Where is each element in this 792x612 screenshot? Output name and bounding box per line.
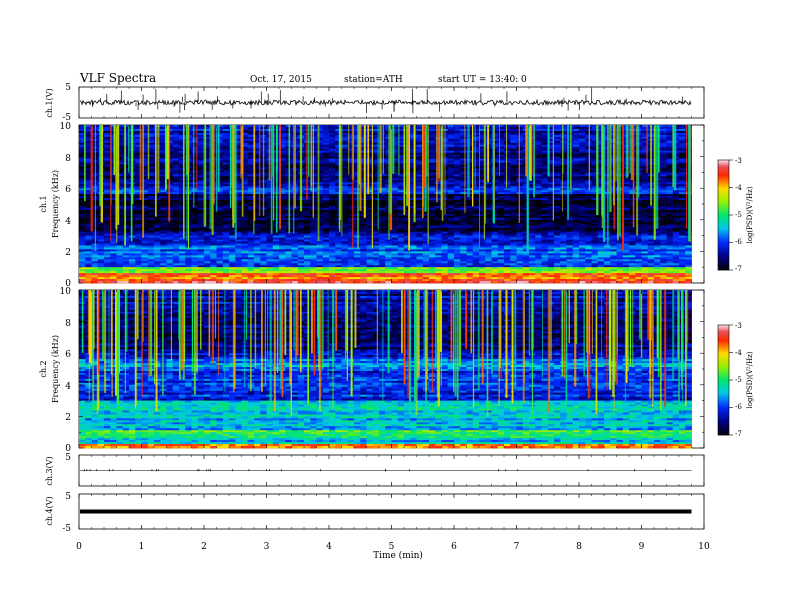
station-label: station=ATH (344, 75, 403, 85)
date-label: Oct. 17, 2015 (250, 75, 312, 85)
figure-title: VLF Spectra (79, 71, 156, 85)
ch1-tick-top: 5 (65, 83, 71, 93)
ch1-spectrogram-image (79, 125, 692, 284)
ch1-ylabel: ch.1(V) (45, 88, 54, 117)
ch1-spectrogram-panel: 10 8 6 4 2 0 ch.1 Frequency (kHz) -3 -4 … (39, 122, 754, 289)
ch1-waveform-panel: 5 -5 ch.1(V) (45, 83, 705, 123)
start-time-label: start UT = 13:40: 0 (438, 75, 527, 85)
